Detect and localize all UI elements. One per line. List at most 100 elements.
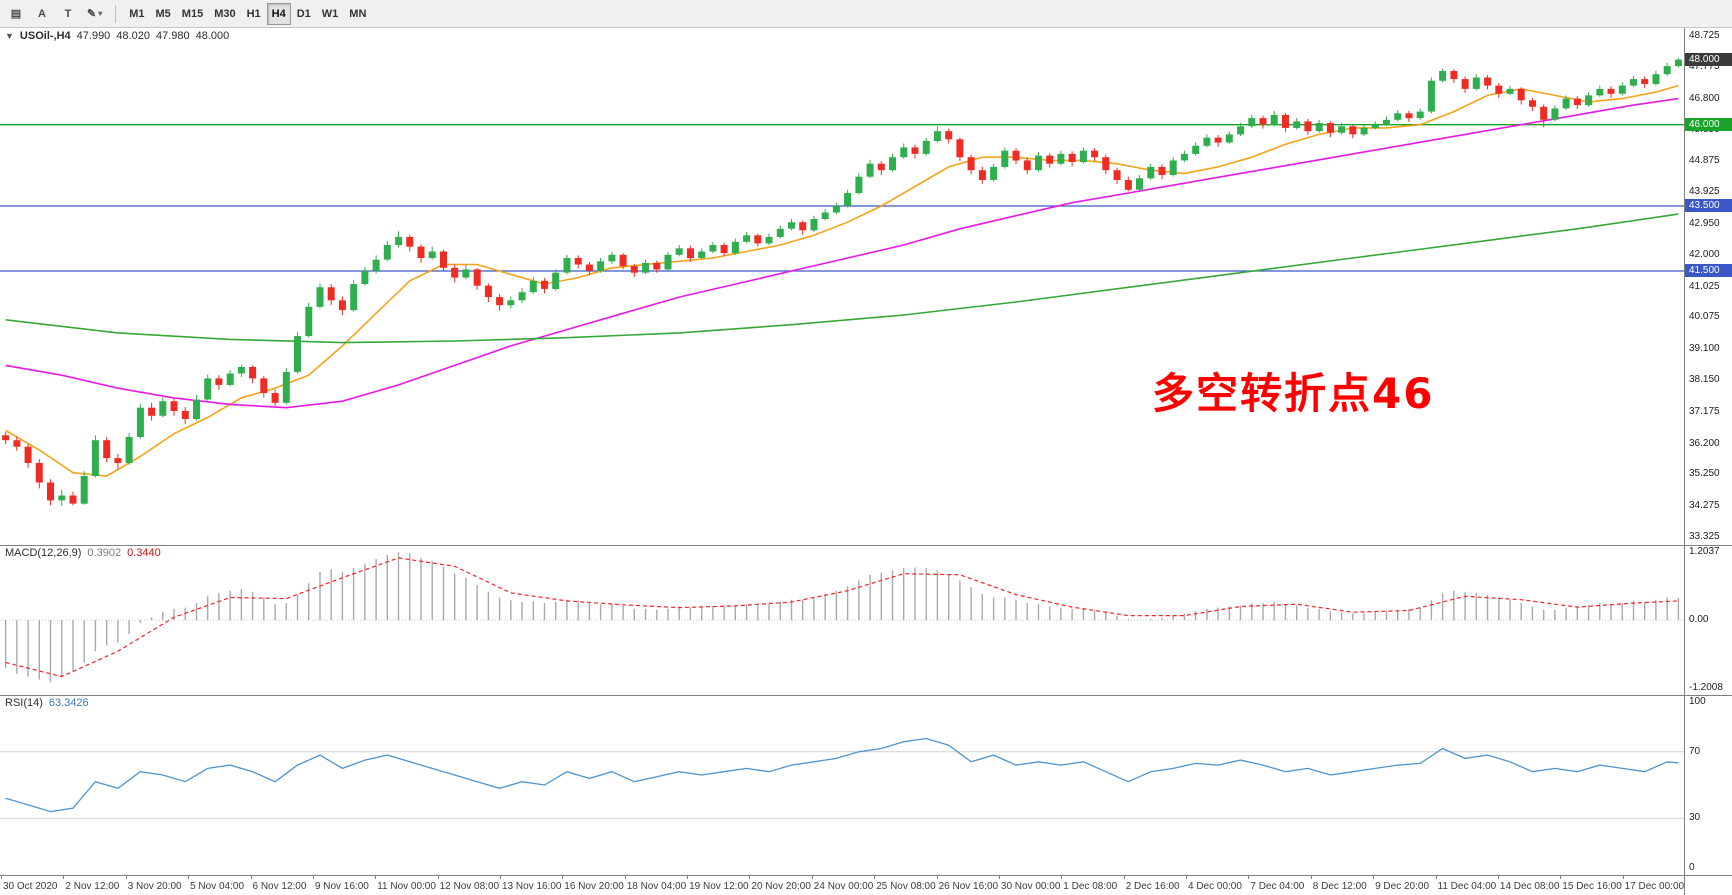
time-axis-label: 9 Dec 20:00 (1375, 881, 1430, 892)
toolbar-separator (115, 4, 117, 23)
time-tick (125, 876, 127, 879)
tool-icon-group: ▤ A T ✎ ▾ (4, 3, 107, 25)
low-value: 47.980 (155, 30, 190, 42)
macd-name: MACD(12,26,9) (5, 547, 82, 559)
rsi-value: 63.3426 (48, 697, 89, 709)
time-axis-label: 3 Nov 20:00 (127, 881, 182, 892)
time-axis-label: 11 Dec 04:00 (1437, 881, 1497, 892)
time-tick (312, 876, 314, 879)
time-axis-label: 26 Nov 16:00 (938, 881, 999, 892)
chart-annotation-text[interactable]: 多空转折点46 (1152, 369, 1435, 418)
time-axis-label: 5 Nov 04:00 (190, 881, 245, 892)
time-tick (562, 876, 564, 879)
time-axis-label: 6 Nov 12:00 (252, 881, 307, 892)
time-tick (1186, 876, 1187, 879)
timeframe-button-m30[interactable]: M30 (209, 3, 240, 25)
price-scale-label: 44.875 (1689, 155, 1720, 167)
price-scale-label: 39.100 (1689, 343, 1720, 355)
time-axis-label: 16 Nov 20:00 (564, 881, 624, 892)
time-tick (1497, 876, 1499, 879)
chart-title: ▼ USOil-,H4 47.990 48.020 47.980 48.000 (5, 30, 229, 42)
ma-mid-magenta (5, 97, 1679, 409)
time-tick (1373, 876, 1375, 879)
time-tick (1248, 876, 1250, 879)
price-pane[interactable]: ▼ USOil-,H4 47.990 48.020 47.980 48.000 … (0, 28, 1684, 545)
pencil-icon: ✎ (87, 8, 97, 20)
timeframe-button-m1[interactable]: M1 (124, 3, 149, 25)
time-axis-label: 25 Nov 08:00 (876, 881, 936, 892)
time-tick (811, 876, 813, 879)
time-tick (250, 876, 252, 879)
time-tick (749, 876, 751, 879)
timeframe-button-h1[interactable]: H1 (242, 3, 266, 25)
timeframe-button-w1[interactable]: W1 (317, 3, 344, 25)
rsi-scale-label: 0 (1689, 862, 1695, 873)
chevron-down-icon: ▾ (98, 9, 103, 18)
time-axis-label: 15 Dec 16:00 (1562, 881, 1622, 892)
price-scale-label: 35.250 (1689, 468, 1720, 480)
time-axis[interactable]: 30 Oct 2020 2 Nov 12:00 3 Nov 20:00 5 Nov 0… (0, 875, 1684, 895)
timeframe-button-h4[interactable]: H4 (266, 2, 291, 25)
rsi-pane[interactable]: RSI(14) 63.3426 (0, 695, 1684, 875)
time-tick (500, 876, 501, 879)
time-axis-label: 7 Dec 04:00 (1250, 881, 1305, 892)
text-tool-button[interactable]: T (56, 3, 80, 25)
macd-pane[interactable]: MACD(12,26,9) 0.3902 0.3440 (0, 545, 1684, 695)
text-icon: T (64, 7, 72, 20)
time-tick (1061, 876, 1063, 879)
rsi-chart-canvas[interactable] (0, 695, 1684, 875)
time-axis-label: 4 Dec 00:00 (1188, 881, 1242, 892)
collapse-arrow-icon[interactable]: ▼ (5, 31, 14, 41)
pane-separator (1685, 545, 1732, 546)
plot-column: ▼ USOil-,H4 47.990 48.020 47.980 48.000 … (0, 28, 1684, 895)
ma-slow-green (5, 213, 1679, 344)
timeframe-button-d1[interactable]: D1 (292, 3, 316, 25)
open-value: 47.990 (76, 30, 111, 42)
time-tick (624, 876, 626, 879)
draw-tools-button[interactable]: ✎ ▾ (82, 3, 107, 25)
cursor-button[interactable]: A (30, 3, 54, 25)
price-scale-label: 37.175 (1689, 405, 1720, 417)
time-axis-label: 9 Nov 16:00 (314, 881, 369, 892)
cursor-a-icon: A (38, 7, 46, 20)
timeframe-button-m15[interactable]: M15 (177, 3, 208, 25)
time-axis-label: 12 Nov 08:00 (439, 881, 500, 892)
time-axis-label: 20 Nov 20:00 (751, 881, 811, 892)
time-axis-label: 30 Nov 00:00 (1000, 881, 1061, 892)
time-tick (687, 876, 689, 879)
macd-scale-label: 1.2037 (1689, 546, 1720, 557)
close-value: 48.000 (195, 30, 230, 42)
price-scale-label: 48.725 (1689, 30, 1720, 41)
macd-main-value: 0.3902 (87, 547, 122, 559)
time-axis-label: 19 Nov 12:00 (689, 881, 749, 892)
time-tick (437, 876, 439, 879)
time-axis-label: 30 Oct 2020 (3, 881, 58, 892)
time-tick (998, 876, 1000, 879)
price-scale-label: 41.025 (1689, 280, 1720, 292)
symbol-timeframe-label: USOil-,H4 (19, 30, 71, 42)
time-axis-label: 11 Nov 00:00 (377, 881, 436, 892)
timeframe-button-mn[interactable]: MN (344, 3, 371, 25)
timeframe-button-m5[interactable]: M5 (151, 3, 176, 25)
price-chart-canvas[interactable] (0, 28, 1684, 545)
top-toolbar: ▤ A T ✎ ▾ M1 M5 M15 M30 H1 H4 D1 W1 MN (0, 0, 1732, 28)
price-tag: 43.500 (1685, 199, 1732, 212)
time-axis-label: 18 Nov 04:00 (626, 881, 687, 892)
charts-list-button[interactable]: ▤ (4, 3, 28, 25)
rsi-name: RSI(14) (5, 697, 43, 709)
chart-window: ▼ USOil-,H4 47.990 48.020 47.980 48.000 … (0, 28, 1732, 895)
time-axis-label: 2 Nov 12:00 (65, 881, 120, 892)
macd-chart-canvas[interactable] (0, 545, 1684, 695)
time-axis-label: 24 Nov 00:00 (813, 881, 874, 892)
price-scale-label: 43.925 (1689, 186, 1720, 198)
price-scale-label: 40.075 (1689, 311, 1720, 323)
chart-bars-icon: ▤ (10, 8, 22, 20)
time-axis-label: 8 Dec 12:00 (1312, 881, 1367, 892)
macd-scale-label: 0.00 (1689, 614, 1709, 626)
price-scale-label: 36.200 (1689, 437, 1720, 449)
price-scale[interactable]: 48.72547.77546.80045.85044.87543.92542.9… (1684, 28, 1732, 895)
macd-scale-label: -1.2008 (1689, 682, 1723, 693)
macd-label: MACD(12,26,9) 0.3902 0.3440 (5, 547, 161, 559)
price-scale-label: 46.800 (1689, 92, 1720, 104)
price-tag: 41.500 (1685, 264, 1732, 277)
